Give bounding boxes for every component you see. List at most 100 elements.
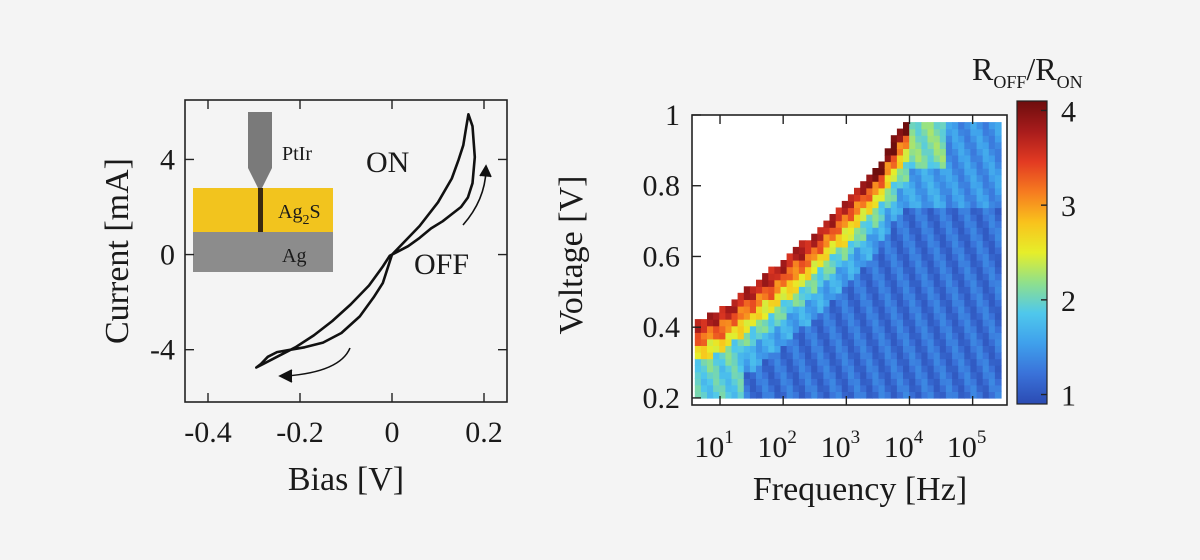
- heatmap-cell: [945, 240, 953, 248]
- heatmap-cell: [933, 371, 941, 379]
- heatmap-cell: [884, 286, 892, 294]
- heatmap-cell: [823, 352, 831, 360]
- heatmap-cell: [994, 378, 1002, 386]
- heatmap-cell: [700, 345, 708, 353]
- heatmap-cell: [811, 312, 818, 320]
- heatmap-cell: [982, 240, 990, 248]
- heatmap-cell: [976, 214, 984, 222]
- heatmap-cell: [890, 200, 898, 209]
- heatmap-cell: [915, 220, 922, 228]
- heatmap-cell: [847, 194, 855, 202]
- heatmap-cell: [792, 358, 800, 366]
- heatmap-cell: [945, 253, 953, 261]
- heatmap-cell: [958, 220, 965, 228]
- heatmap-cell: [811, 358, 818, 366]
- heatmap-cell: [719, 325, 726, 333]
- heatmap-cell: [786, 352, 794, 360]
- heatmap-cell: [952, 161, 959, 169]
- heatmap-cell: [952, 279, 959, 287]
- heatmap-cell: [909, 352, 916, 360]
- heatmap-cell: [958, 128, 965, 136]
- heatmap-cell: [823, 306, 831, 314]
- heatmap-cell: [988, 279, 996, 287]
- heatmap-cell: [945, 200, 953, 209]
- heatmap-cell: [823, 378, 831, 386]
- heatmap-cell: [890, 174, 898, 182]
- heatmap-cell: [976, 220, 984, 228]
- heatmap-cell: [884, 174, 892, 182]
- heatmap-cell: [805, 279, 812, 287]
- heatmap-cell: [958, 352, 965, 360]
- heatmap-cell: [749, 338, 757, 346]
- heatmap-cell: [786, 325, 794, 333]
- heatmap-cell: [829, 365, 837, 373]
- heatmap-cell: [927, 122, 935, 130]
- heatmap-cell: [915, 319, 922, 327]
- heatmap-cell: [756, 299, 763, 307]
- heatmap-cell: [964, 200, 971, 209]
- device-inset: PtIr Ag2S Ag: [193, 112, 333, 272]
- heatmap-cell: [780, 273, 788, 281]
- heatmap-cell: [939, 154, 947, 163]
- heatmap-cell: [835, 338, 843, 346]
- heatmap-cell: [768, 279, 775, 287]
- heatmap-cell: [964, 312, 971, 320]
- heatmap-cell: [945, 352, 953, 360]
- heatmap-cell: [988, 233, 996, 241]
- heatmap-cell: [878, 161, 886, 169]
- heatmap-cell: [958, 154, 965, 163]
- heatmap-cell: [713, 319, 720, 327]
- heatmap-cell: [927, 161, 935, 169]
- heatmap-cell: [847, 273, 855, 281]
- heatmap-cell: [939, 299, 947, 307]
- heatmap-cell: [909, 148, 916, 156]
- heatmap-cell: [915, 260, 922, 268]
- heatmap-cell: [762, 332, 769, 340]
- heatmap-cell: [707, 319, 714, 327]
- heatmap-cell: [841, 299, 849, 307]
- heatmap-cell: [829, 325, 837, 333]
- heatmap-cell: [896, 391, 904, 399]
- heatmap-cell: [749, 384, 757, 392]
- heatmap-cell: [847, 365, 855, 373]
- heatmap-cell: [933, 220, 941, 228]
- heatmap-cell: [805, 240, 812, 248]
- heatmap-cell: [988, 122, 996, 130]
- heatmap-cell: [817, 371, 824, 379]
- heatmap-cell: [743, 338, 751, 346]
- heatmap-cell: [847, 253, 855, 261]
- heatmap-cell: [896, 214, 904, 222]
- heatmap-cell: [896, 227, 904, 235]
- heatmap-cell: [860, 260, 867, 268]
- heatmap-cell: [823, 286, 831, 294]
- heatmap-cell: [994, 141, 1002, 149]
- heatmap-cell: [737, 345, 745, 353]
- heatmap-cell: [756, 332, 763, 340]
- heatmap-cell: [939, 174, 947, 182]
- heatmap-cell: [970, 168, 978, 176]
- heatmap-cell: [743, 378, 751, 386]
- iv-series-line: [255, 113, 477, 369]
- heatmap-cell: [970, 154, 978, 163]
- heatmap-cell: [847, 306, 855, 314]
- heatmap-cell: [982, 345, 990, 353]
- heatmap-cell: [933, 319, 941, 327]
- heatmap-cell: [958, 365, 965, 373]
- heatmap-cell: [756, 371, 763, 379]
- heatmap-cell: [890, 233, 898, 241]
- heatmap-cell: [994, 365, 1002, 373]
- heatmap-cell: [823, 299, 831, 307]
- heatmap-cell: [866, 365, 873, 373]
- heatmap-cell: [988, 312, 996, 320]
- heatmap-cell: [982, 292, 990, 300]
- heatmap-cell: [798, 338, 806, 346]
- heatmap-cell: [921, 365, 929, 373]
- heatmap-cell: [964, 391, 971, 399]
- heatmap-cell: [798, 312, 806, 320]
- heatmap-cell: [903, 332, 910, 340]
- heatmap-cell: [768, 391, 775, 399]
- heatmap-cell: [860, 181, 867, 189]
- heatmap-cell: [994, 391, 1002, 399]
- heatmap-cell: [866, 220, 873, 228]
- heatmap-cell: [994, 122, 1002, 130]
